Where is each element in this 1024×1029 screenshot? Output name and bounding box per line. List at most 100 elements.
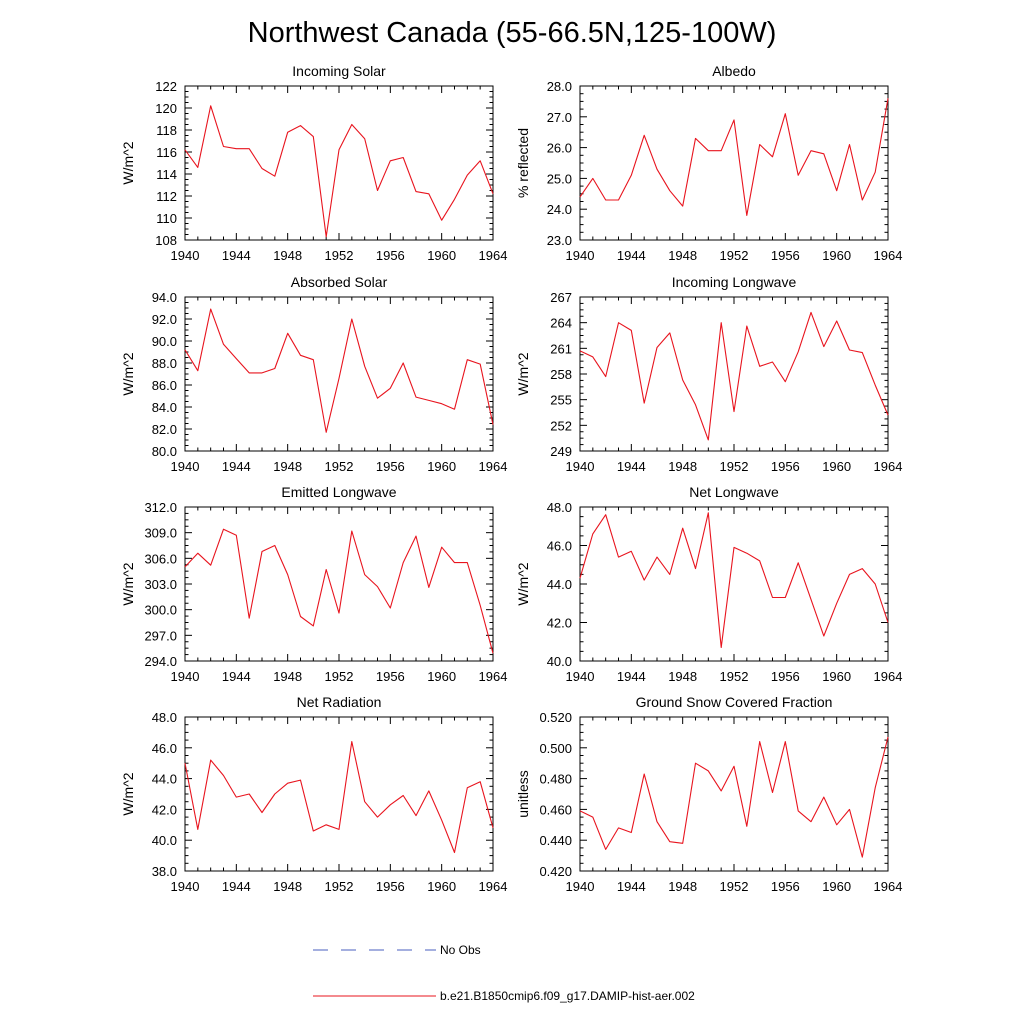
x-tick-label: 1940 bbox=[171, 459, 200, 474]
series-line bbox=[184, 741, 494, 854]
x-tick-label: 1964 bbox=[479, 669, 508, 684]
chart-panel-8: 1940 1944 1948 1952 1956 1960 1964 0.420 0.440 0.… bbox=[515, 694, 902, 894]
series-line bbox=[579, 512, 889, 649]
panel-title: Ground Snow Covered Fraction bbox=[636, 694, 833, 710]
figure-title: Northwest Canada (55-66.5N,125-100W) bbox=[248, 17, 777, 49]
x-tick-label: 1940 bbox=[566, 879, 595, 894]
series-line bbox=[579, 311, 889, 441]
plot-frame bbox=[184, 716, 494, 872]
panel-title: Net Longwave bbox=[689, 484, 779, 500]
y-tick-label: 261 bbox=[550, 341, 572, 356]
x-tick-label: 1964 bbox=[874, 248, 903, 263]
x-tick-label: 1956 bbox=[771, 248, 800, 263]
plot-frame bbox=[184, 296, 494, 452]
y-tick-label: 48.0 bbox=[152, 710, 177, 725]
x-tick-label: 1960 bbox=[822, 669, 851, 684]
x-tick-label: 1964 bbox=[479, 248, 508, 263]
y-tick-label: 84.0 bbox=[152, 400, 177, 415]
y-tick-label: 27.0 bbox=[547, 110, 572, 125]
y-tick-label: 114 bbox=[156, 167, 177, 182]
x-tick-label: 1956 bbox=[376, 879, 405, 894]
x-tick-label: 1956 bbox=[771, 879, 800, 894]
plot-frame bbox=[184, 85, 494, 241]
x-tick-label: 1952 bbox=[720, 879, 749, 894]
y-tick-label: 24.0 bbox=[547, 202, 572, 217]
x-tick-label: 1944 bbox=[222, 669, 251, 684]
x-tick-label: 1944 bbox=[222, 459, 251, 474]
x-tick-label: 1964 bbox=[874, 669, 903, 684]
y-tick-label: 40.0 bbox=[547, 654, 572, 669]
x-tick-label: 1944 bbox=[222, 879, 251, 894]
panel-title: Incoming Longwave bbox=[672, 274, 797, 290]
y-tick-label: 264 bbox=[550, 316, 572, 331]
y-tick-label: 110 bbox=[156, 211, 177, 226]
y-tick-label: 294.0 bbox=[144, 654, 177, 669]
x-tick-label: 1952 bbox=[720, 459, 749, 474]
x-tick-label: 1964 bbox=[874, 879, 903, 894]
y-tick-label: 94.0 bbox=[152, 290, 177, 305]
x-tick-label: 1940 bbox=[566, 248, 595, 263]
y-tick-label: 92.0 bbox=[152, 312, 177, 327]
y-tick-label: 300.0 bbox=[144, 603, 177, 618]
y-tick-label: 82.0 bbox=[152, 422, 177, 437]
x-tick-label: 1948 bbox=[273, 248, 302, 263]
x-tick-label: 1948 bbox=[668, 669, 697, 684]
y-tick-label: 23.0 bbox=[547, 233, 572, 248]
y-tick-label: 0.440 bbox=[539, 833, 572, 848]
y-tick-label: 44.0 bbox=[152, 772, 177, 787]
y-tick-label: 44.0 bbox=[547, 577, 572, 592]
series-line bbox=[184, 528, 494, 654]
chart-panels: 1940 1944 1948 1952 1956 1960 1964 108 110 112 114… bbox=[120, 63, 902, 894]
x-tick-label: 1952 bbox=[325, 459, 354, 474]
x-tick-label: 1964 bbox=[874, 459, 903, 474]
x-tick-label: 1960 bbox=[822, 248, 851, 263]
y-tick-label: 252 bbox=[550, 418, 572, 433]
y-tick-label: 42.0 bbox=[152, 802, 177, 817]
y-tick-label: 25.0 bbox=[547, 171, 572, 186]
y-tick-label: 80.0 bbox=[152, 444, 177, 459]
x-tick-label: 1944 bbox=[617, 879, 646, 894]
chart-panel-4: 1940 1944 1948 1952 1956 1960 1964 249 252 255 258… bbox=[515, 274, 902, 474]
series-line bbox=[579, 98, 889, 216]
y-axis-label: W/m^2 bbox=[515, 352, 531, 395]
y-tick-label: 118 bbox=[156, 123, 177, 138]
y-axis-label: W/m^2 bbox=[120, 562, 136, 605]
y-tick-label: 122 bbox=[155, 79, 177, 94]
plot-frame bbox=[579, 506, 889, 662]
y-tick-label: 46.0 bbox=[152, 741, 177, 756]
y-tick-label: 0.520 bbox=[539, 710, 572, 725]
y-tick-label: 48.0 bbox=[547, 500, 572, 515]
y-tick-label: 309.0 bbox=[144, 526, 177, 541]
panel-title: Incoming Solar bbox=[292, 63, 386, 79]
x-tick-label: 1960 bbox=[427, 669, 456, 684]
chart-panel-1: 1940 1944 1948 1952 1956 1960 1964 108 110 112 114… bbox=[120, 63, 507, 263]
x-tick-label: 1944 bbox=[617, 248, 646, 263]
y-tick-label: 0.480 bbox=[539, 772, 572, 787]
x-tick-label: 1964 bbox=[479, 879, 508, 894]
x-tick-label: 1952 bbox=[325, 669, 354, 684]
x-tick-label: 1956 bbox=[771, 669, 800, 684]
y-axis-label: W/m^2 bbox=[515, 562, 531, 605]
series-line bbox=[184, 308, 494, 433]
chart-panel-5: 1940 1944 1948 1952 1956 1960 1964 294.0 297.0 30… bbox=[120, 484, 507, 684]
x-tick-label: 1948 bbox=[668, 459, 697, 474]
y-tick-label: 306.0 bbox=[144, 551, 177, 566]
y-tick-label: 38.0 bbox=[152, 864, 177, 879]
y-tick-label: 88.0 bbox=[152, 356, 177, 371]
y-tick-label: 40.0 bbox=[152, 833, 177, 848]
chart-panel-3: 1940 1944 1948 1952 1956 1960 1964 80.0 82.0 84.0… bbox=[120, 274, 507, 474]
x-tick-label: 1956 bbox=[376, 669, 405, 684]
plot-frame bbox=[579, 296, 889, 452]
y-axis-label: W/m^2 bbox=[120, 352, 136, 395]
x-tick-label: 1948 bbox=[668, 248, 697, 263]
x-tick-label: 1940 bbox=[171, 248, 200, 263]
x-tick-label: 1948 bbox=[273, 879, 302, 894]
x-tick-label: 1940 bbox=[566, 459, 595, 474]
x-tick-label: 1960 bbox=[822, 459, 851, 474]
legend-label: b.e21.B1850cmip6.f09_g17.DAMIP-hist-aer.… bbox=[440, 989, 695, 1003]
x-tick-label: 1940 bbox=[171, 879, 200, 894]
x-tick-label: 1956 bbox=[376, 459, 405, 474]
y-tick-label: 108 bbox=[155, 233, 177, 248]
x-tick-label: 1948 bbox=[668, 879, 697, 894]
